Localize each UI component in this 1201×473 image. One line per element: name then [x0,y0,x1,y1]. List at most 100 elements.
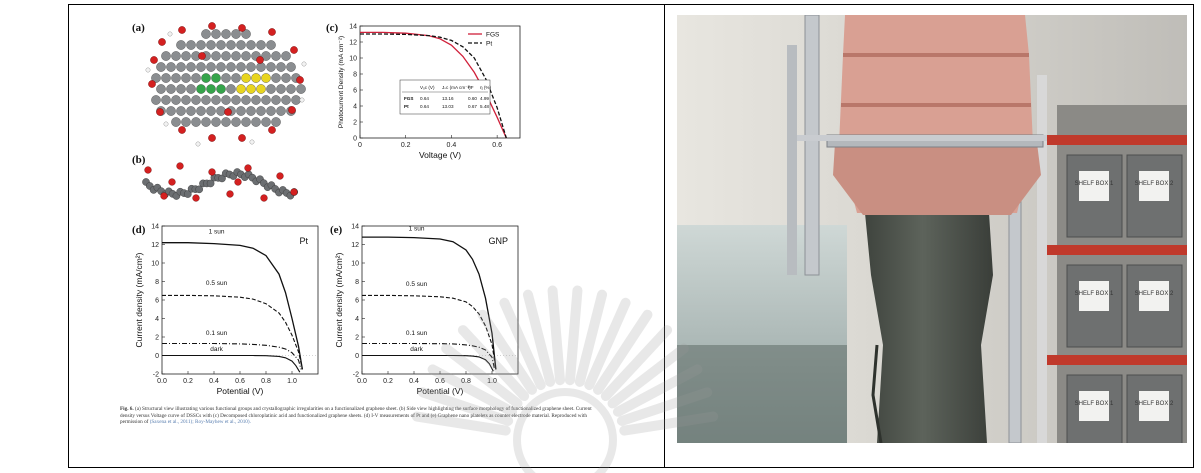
series-line-0.5-sun [362,294,497,370]
x-tick-label: 0.6 [435,378,445,385]
chart-d: 0.0 0.2 0.4 0.6 0.8 1.0 -2 0 2 4 6 8 10 12 14 Potential… [134,224,319,396]
oxygen-atom [238,134,246,142]
carbon-atom [176,106,186,116]
carbon-atom [241,73,251,83]
y-tick-label: 8 [355,279,359,286]
side-oxygen-atom [276,172,284,180]
carbon-atom [281,95,291,105]
carbon-atom [186,106,196,116]
hydrogen-atom [195,141,201,147]
oxygen-atom [296,76,304,84]
y-tick-label: 8 [353,72,357,79]
series-label-1-sun: 1 sun [409,226,425,233]
y-axis-label: Current density (mA/cm²) [134,252,144,347]
carbon-atom [171,95,181,105]
carbon-atom [156,84,166,94]
carbon-atom [261,95,271,105]
y-axis-label: Photocurrent Density (mA cm⁻²) [338,36,345,128]
caption-text: (a) Structural view illustrating various… [120,406,592,426]
carbon-atom [161,73,171,83]
hydrogen-atom [249,139,255,145]
box-label-text: SHELF BOX 2 [1135,291,1174,297]
carbon-atom [181,73,191,83]
red-shelf-beam [1047,135,1187,145]
carbon-atom [296,84,306,94]
carbon-atom [151,73,161,83]
carbon-atom [256,106,266,116]
carbon-atom [191,73,201,83]
x-tick-label: 0.2 [183,378,193,385]
side-oxygen-atom [260,194,268,202]
series-label-0.5-sun: 0.5 sun [206,280,228,287]
carbon-atom [181,95,191,105]
carbon-atom [271,73,281,83]
series-line-dark [162,354,301,373]
carbon-atom [151,95,161,105]
carbon-atom [171,51,181,61]
y-tick-label: -2 [153,372,159,379]
y-tick-label: 0 [155,353,159,360]
carbon-atom [166,106,176,116]
series-line-Pt [360,33,507,139]
carbon-atom [231,73,241,83]
carbon-atom [266,40,276,50]
x-axis-label: Potential (V) [417,386,464,396]
side-oxygen-atom [192,194,200,202]
hydrogen-atom [299,97,305,103]
y-tick-label: 14 [349,24,357,31]
paper-figure: (a) (b) (c) (d) (e) 0 0.2 0.4 0.6 0 2 4 6 8 10 12 1… [120,14,600,454]
carbon-atom [236,84,246,94]
legend-label-Pt: Pt [486,41,492,48]
chart-title: Pt [299,236,308,246]
carbon-atom [221,117,231,127]
table-header: FF [468,85,474,90]
oxygen-atom [158,38,166,46]
table-cell: 4.99 [480,96,489,101]
graphene-top-view [145,22,307,147]
carbon-atom [206,84,216,94]
box-label-text: SHELF BOX 2 [1135,181,1174,187]
side-carbon-atom [195,185,204,194]
y-tick-label: 6 [155,298,159,305]
page-frame [68,4,1194,468]
hydrogen-atom [301,61,307,67]
caption-citation[interactable]: (Saxena et al., 2011); Roy-Mayhew et al.… [149,419,251,426]
carbon-atom [266,84,276,94]
oxygen-atom [288,106,296,114]
carbon-atom [251,73,261,83]
table-cell: 13.03 [442,104,454,109]
photo-column-bulge [871,344,883,443]
x-tick-label: 0.8 [261,378,271,385]
y-tick-label: 4 [355,316,359,323]
box-label-text: SHELF BOX 1 [1075,291,1114,297]
carbon-atom [221,73,231,83]
plot-frame [161,225,319,375]
y-tick-label: 10 [151,261,159,268]
carbon-atom [236,62,246,72]
carbon-atom [201,73,211,83]
side-oxygen-atom [234,178,242,186]
x-axis-label: Potential (V) [217,386,264,396]
carbon-atom [266,62,276,72]
y-tick-label: 10 [351,261,359,268]
figure-caption: Fig. 6. (a) Structural view illustrating… [120,406,595,426]
side-oxygen-atom [168,178,176,186]
series-label-1-sun: 1 sun [209,228,225,235]
side-oxygen-atom [244,164,252,172]
photo-left-frame-post-2 [787,45,797,275]
oxygen-atom [224,108,232,116]
carbon-atom [246,62,256,72]
y-tick-label: 12 [349,40,357,47]
side-oxygen-atom [160,192,168,200]
carbon-atom [276,106,286,116]
carbon-atom [291,95,301,105]
box-label-sheet [1139,281,1169,311]
carbon-atom [161,51,171,61]
legend-label-FGS: FGS [486,32,500,39]
carbon-atom [241,95,251,105]
oxygen-atom [268,28,276,36]
carbon-atom [176,84,186,94]
y-tick-label: 4 [155,316,159,323]
series-label-0.5-sun: 0.5 sun [406,281,428,288]
carbon-atom [261,73,271,83]
